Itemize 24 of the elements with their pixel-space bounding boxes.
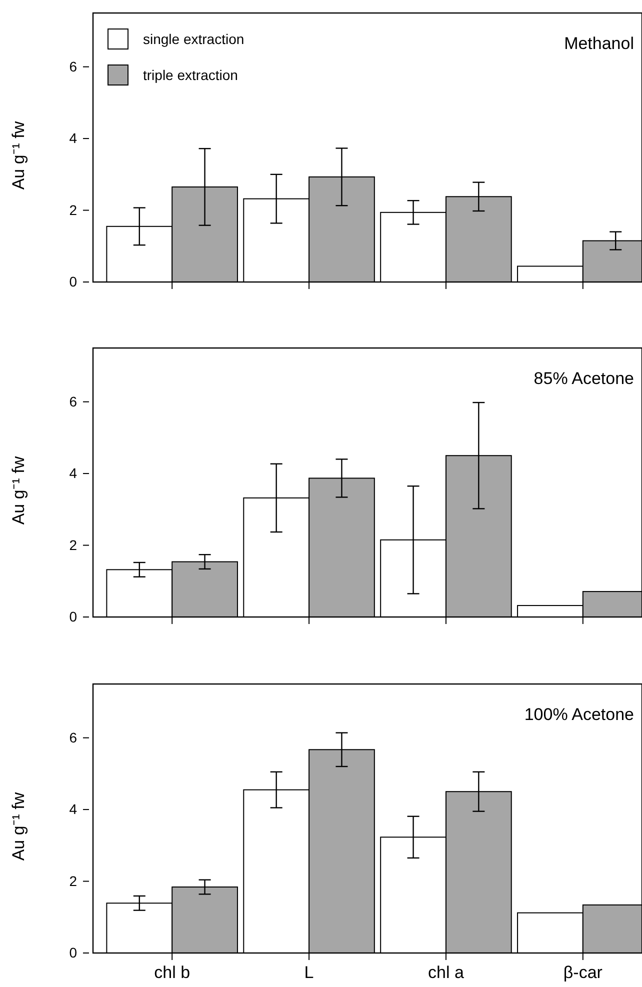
x-tick-label: chl a xyxy=(428,963,464,982)
legend-label: triple extraction xyxy=(143,67,238,83)
y-axis-title: Au g⁻¹ fw xyxy=(9,120,28,190)
y-tick-label: 2 xyxy=(69,536,78,553)
y-tick-label: 2 xyxy=(69,202,78,218)
y-axis-title: Au g⁻¹ fw xyxy=(9,456,28,525)
text: 85% Acetone xyxy=(534,369,634,388)
y-tick-label: 2 xyxy=(69,872,78,889)
y-tick-label: 6 xyxy=(69,58,78,74)
text: Methanol xyxy=(564,34,634,53)
y-tick-label: 0 xyxy=(69,944,78,960)
y-tick-label: 4 xyxy=(69,465,78,482)
x-tick-label: chl b xyxy=(154,963,190,982)
y-tick-label: 0 xyxy=(69,273,78,290)
x-tick-label: β-car xyxy=(563,963,603,982)
y-tick-label: 6 xyxy=(69,729,78,746)
text: 100% Acetone xyxy=(524,705,634,724)
y-tick-label: 4 xyxy=(69,801,78,818)
y-tick-label: 6 xyxy=(69,393,78,410)
x-tick-label: L xyxy=(304,963,314,982)
y-tick-label: 4 xyxy=(69,130,78,146)
y-axis-title: Au g⁻¹ fw xyxy=(9,792,28,861)
y-tick-label: 0 xyxy=(69,608,78,624)
legend-label: single extraction xyxy=(143,31,244,47)
